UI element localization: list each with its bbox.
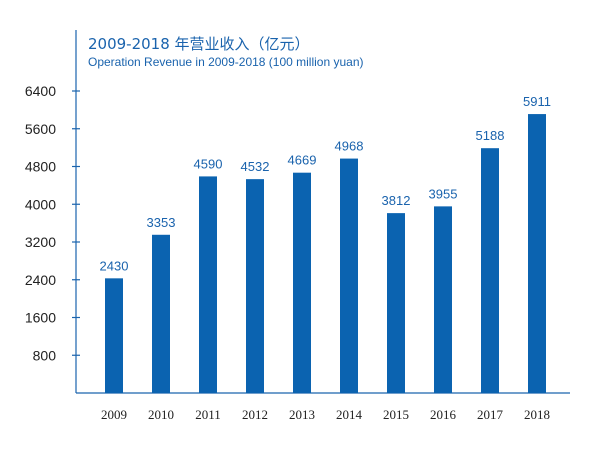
x-tick-label: 2009	[101, 407, 127, 422]
x-tick-label: 2016	[430, 407, 457, 422]
bar-value-label: 5911	[523, 94, 551, 109]
bar-2011	[199, 176, 217, 393]
y-tick-label: 800	[33, 347, 57, 363]
chart-title: 2009-2018 年营业收入（亿元）	[88, 35, 310, 53]
bar-2018	[528, 114, 546, 394]
bar-2016	[434, 206, 452, 393]
y-tick-label: 4000	[25, 196, 56, 212]
bar-2014	[340, 158, 358, 393]
bar-2012	[246, 179, 264, 393]
bar-value-label: 2430	[100, 258, 129, 273]
y-tick-label: 3200	[25, 234, 56, 250]
x-tick-label: 2017	[477, 407, 504, 422]
bar-2013	[293, 172, 311, 393]
bar-value-label: 4590	[194, 156, 223, 171]
bar-value-label: 4669	[288, 153, 317, 168]
y-tick-label: 6400	[25, 83, 56, 99]
bar-value-label: 3353	[147, 215, 176, 230]
bar-value-label: 3812	[382, 193, 411, 208]
bar-2009	[105, 278, 123, 393]
x-tick-label: 2010	[148, 407, 174, 422]
bar-2017	[481, 148, 499, 393]
x-tick-label: 2011	[195, 407, 221, 422]
x-tick-label: 2012	[242, 407, 268, 422]
bar-2015	[387, 213, 405, 393]
bar-value-label: 3955	[429, 186, 458, 201]
y-tick-label: 2400	[25, 272, 56, 288]
bar-value-label: 4532	[241, 159, 270, 174]
x-tick-label: 2013	[289, 407, 315, 422]
y-tick-label: 5600	[25, 121, 56, 137]
x-tick-label: 2014	[336, 407, 363, 422]
bar-2010	[152, 234, 170, 393]
x-tick-label: 2015	[383, 407, 409, 422]
bar-value-label: 5188	[476, 128, 505, 143]
chart-subtitle: Operation Revenue in 2009-2018 (100 mill…	[88, 55, 364, 69]
x-tick-label: 2018	[524, 407, 550, 422]
y-tick-label: 1600	[25, 310, 56, 326]
bar-value-label: 4968	[335, 139, 364, 154]
y-tick-label: 4800	[25, 159, 56, 175]
